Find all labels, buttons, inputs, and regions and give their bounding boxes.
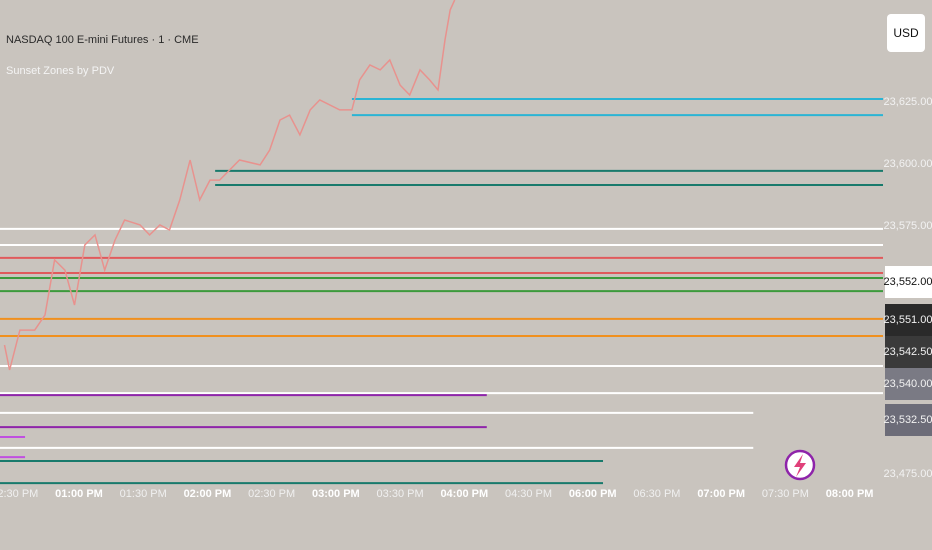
price-badge <box>885 266 932 298</box>
y-tick-label: 23,625.00 <box>884 96 932 108</box>
x-tick-label: 01:30 PM <box>120 488 167 500</box>
y-tick-label: 23,575.00 <box>884 220 932 232</box>
price-badge <box>885 404 932 436</box>
price-badge-label: 23,542.50 <box>884 346 932 358</box>
x-tick-label: 04:30 PM <box>505 488 552 500</box>
price-badge-label: 23,532.50 <box>884 414 932 426</box>
price-badge-label: 23,551.00 <box>884 314 932 326</box>
chart-title: NASDAQ 100 E-mini Futures · 1 · CME <box>6 34 199 46</box>
x-tick-label: 07:00 PM <box>697 488 745 500</box>
price-badge <box>885 368 932 400</box>
x-tick-label: 03:00 PM <box>312 488 360 500</box>
x-tick-label: 06:00 PM <box>569 488 617 500</box>
x-tick-label: 06:30 PM <box>633 488 680 500</box>
x-tick-label: 03:30 PM <box>377 488 424 500</box>
x-tick-label: 02:30 PM <box>248 488 295 500</box>
x-tick-label: 07:30 PM <box>762 488 809 500</box>
x-tick-label: 01:00 PM <box>55 488 103 500</box>
price-line <box>3 0 456 371</box>
x-tick-label: 04:00 PM <box>440 488 488 500</box>
logo <box>784 449 816 481</box>
price-badge <box>885 304 932 336</box>
x-tick-label: 02:00 PM <box>184 488 232 500</box>
y-tick-label: 23,600.00 <box>884 158 932 170</box>
currency-label: USD <box>893 26 919 40</box>
price-badge-label: 23,540.00 <box>884 378 932 390</box>
x-tick-label: 08:00 PM <box>826 488 874 500</box>
chart-subtitle: Sunset Zones by PDV <box>6 65 115 77</box>
price-badge <box>885 336 932 368</box>
y-tick-label: 23,475.00 <box>884 468 932 480</box>
price-badge-label: 23,552.00 <box>884 276 932 288</box>
x-tick-label: 12:30 PM <box>0 488 38 500</box>
currency-button[interactable] <box>887 14 925 52</box>
